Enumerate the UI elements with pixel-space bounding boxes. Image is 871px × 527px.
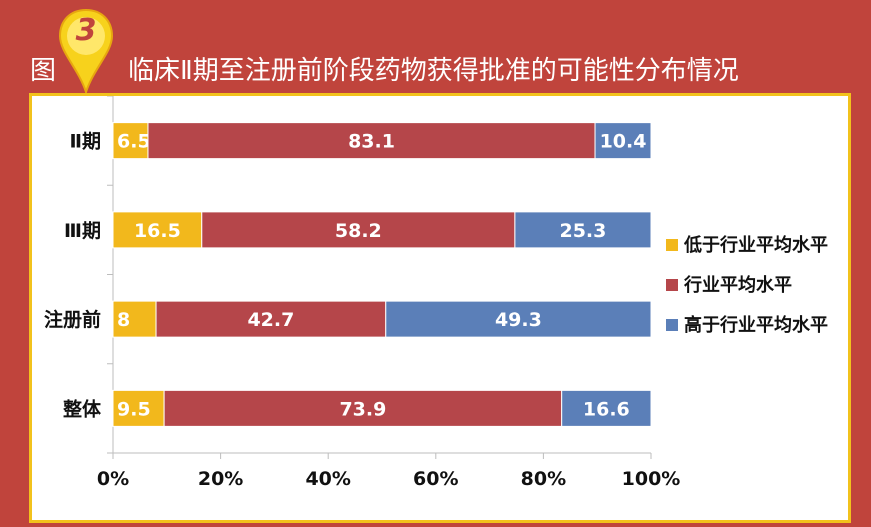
data-label: 58.2 [335,220,382,242]
data-label: 25.3 [559,220,606,242]
x-tick-label: 0% [97,468,129,490]
legend-swatch [666,319,678,331]
data-label: 16.6 [583,398,630,420]
bar-segment [385,300,652,338]
data-label: 8 [117,309,130,331]
figure-label: 图 [30,56,57,86]
bar-segment [514,211,652,249]
x-tick-label: 80% [521,468,566,490]
bar-segment [561,389,652,427]
data-label: 6.5 [117,131,151,153]
stacked-bar-chart: 0% 20% 40% 60% 80% 100% Ⅱ期 6.5 83.1 10.4 Ⅲ期 16.5 58.… [44,96,828,490]
bar-segment [112,211,203,249]
data-label: 83.1 [348,131,395,153]
bar-segment [147,122,596,160]
legend-swatch [666,279,678,291]
data-label: 73.9 [339,398,386,420]
legend-swatch [666,239,678,251]
legend-entry: 高于行业平均水平 [684,314,828,336]
legend-entry: 行业平均水平 [683,274,792,296]
map-pin-icon [58,8,114,96]
legend-entry: 低于行业平均水平 [683,234,828,256]
x-tick-label: 20% [198,468,243,490]
x-tick-label: 100% [622,468,681,490]
category-label: 整体 [63,397,102,420]
data-label: 10.4 [600,131,647,153]
x-tick-label: 60% [413,468,458,490]
figure-header: 图 3 临床Ⅱ期至注册前阶段药物获得批准的可能性分布情况 [0,0,871,96]
chart-panel: 0% 20% 40% 60% 80% 100% Ⅱ期 6.5 83.1 10.4 Ⅲ期 16.5 58.… [32,96,848,520]
data-label: 42.7 [247,309,294,331]
bar-segment [594,122,652,160]
data-label: 16.5 [134,220,181,242]
figure-number: 3 [75,13,97,48]
chart-title: 临床Ⅱ期至注册前阶段药物获得批准的可能性分布情况 [128,56,739,86]
data-label: 9.5 [117,398,151,420]
data-label: 49.3 [495,309,542,331]
category-label: 注册前 [44,308,101,331]
bar-segment [112,122,149,160]
category-label: Ⅱ期 [69,131,101,153]
bar-segment [163,389,563,427]
x-tick-label: 40% [305,468,350,490]
category-label: Ⅲ期 [64,220,101,242]
bar-segment [112,300,157,338]
